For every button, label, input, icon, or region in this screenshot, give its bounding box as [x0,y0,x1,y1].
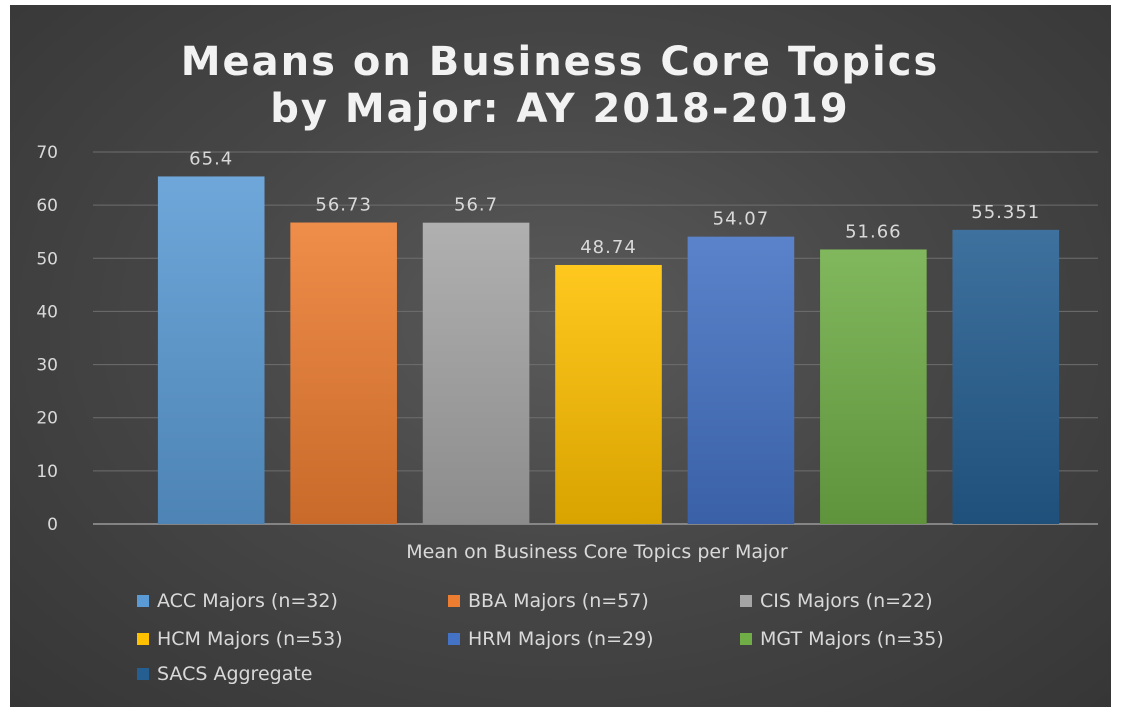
legend-swatch [137,668,149,680]
bar-6 [820,249,927,525]
data-label: 56.73 [315,195,372,216]
y-tick-label: 10 [36,462,58,482]
legend-swatch [740,595,752,607]
y-tick-label: 70 [36,143,58,163]
data-label: 55.351 [971,202,1040,223]
chart-title-line-1: Means on Business Core Topics [181,39,940,85]
bar-3 [422,222,530,524]
bars [157,176,1060,525]
chart-title-line-2: by Major: AY 2018-2019 [270,86,850,132]
bar-2 [290,222,397,524]
y-axis-ticks: 0 10 20 30 40 50 60 70 [36,143,58,535]
y-tick-label: 0 [47,515,58,535]
y-tick-label: 20 [36,409,58,429]
data-label: 65.4 [189,148,233,169]
legend-label: MGT Majors (n=35) [760,628,944,650]
legend-swatch [137,595,149,607]
bar-5 [687,236,795,525]
legend-label: ACC Majors (n=32) [157,590,338,612]
y-tick-label: 30 [36,356,58,376]
data-label: 54.07 [713,209,770,230]
legend-item: CIS Majors (n=22) [740,590,933,612]
legend-item: MGT Majors (n=35) [740,628,944,650]
legend-item: SACS Aggregate [137,663,313,685]
data-label: 51.66 [845,221,902,242]
chart-frame: Means on Business Core Topics by Major: … [10,5,1111,707]
legend-label: HCM Majors (n=53) [157,628,343,650]
legend-swatch [740,633,752,645]
bar-chart: Means on Business Core Topics by Major: … [36,39,1098,685]
legend-label: HRM Majors (n=29) [468,628,654,650]
legend-swatch [448,595,460,607]
legend-item: BBA Majors (n=57) [448,590,649,612]
legend-swatch [137,633,149,645]
y-tick-label: 40 [36,302,58,322]
legend-swatch [448,633,460,645]
data-label: 48.74 [580,237,637,258]
legend-item: HCM Majors (n=53) [137,628,343,650]
bar-7 [952,229,1060,524]
legend: ACC Majors (n=32) BBA Majors (n=57) CIS Ma… [137,590,944,685]
x-axis-title: Mean on Business Core Topics per Major [406,541,788,563]
legend-label: SACS Aggregate [157,663,313,685]
legend-item: HRM Majors (n=29) [448,628,654,650]
legend-item: ACC Majors (n=32) [137,590,338,612]
data-label: 56.7 [454,195,498,216]
y-tick-label: 50 [36,249,58,269]
legend-label: BBA Majors (n=57) [468,590,649,612]
legend-label: CIS Majors (n=22) [760,590,933,612]
data-labels: 65.4 56.73 56.7 48.74 54.07 51.66 55.351 [189,148,1040,258]
y-tick-label: 60 [36,196,58,216]
bar-1 [157,176,265,524]
bar-4 [555,264,662,524]
